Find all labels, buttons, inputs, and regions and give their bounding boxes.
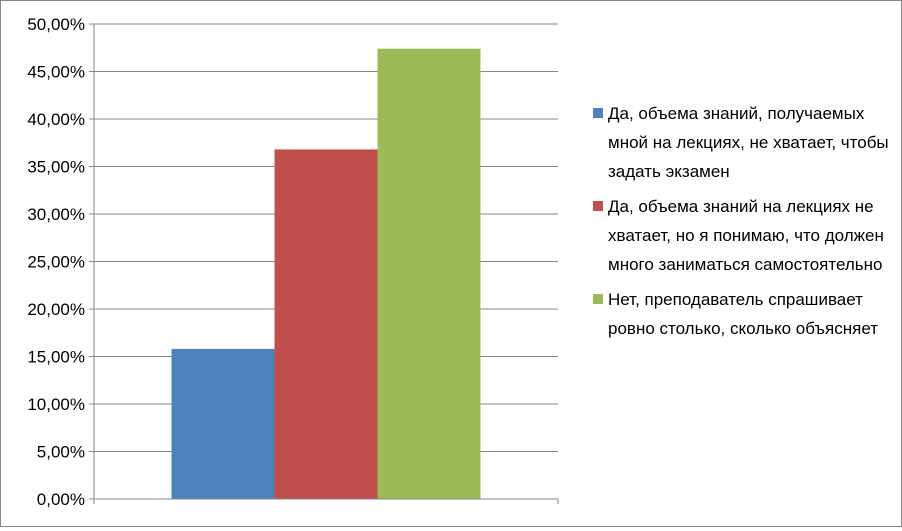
- bar-series-1: [171, 348, 275, 499]
- bar-series-2: [274, 149, 378, 499]
- y-tick-label-3: 15,00%: [27, 348, 85, 367]
- legend-item-1: Да, объема знаний, получаемых мной на ле…: [593, 99, 893, 186]
- y-tick-label-8: 40,00%: [27, 110, 85, 129]
- y-tick-label-10: 50,00%: [27, 15, 85, 34]
- y-tick-label-4: 20,00%: [27, 300, 85, 319]
- legend-label-2: Да, объема знаний на лекциях не хватает,…: [608, 197, 884, 274]
- y-tick-label-5: 25,00%: [27, 253, 85, 272]
- y-tick-label-9: 45,00%: [27, 63, 85, 82]
- y-tick-label-7: 35,00%: [27, 158, 85, 177]
- y-tick-label-2: 10,00%: [27, 395, 85, 414]
- legend-swatch-3: [593, 294, 603, 304]
- legend-item-2: Да, объема знаний на лекциях не хватает,…: [593, 192, 893, 279]
- chart-legend: Да, объема знаний, получаемых мной на ле…: [593, 99, 893, 349]
- y-tick-label-0: 0,00%: [37, 490, 85, 509]
- legend-label-3: Нет, преподаватель спрашивает ровно стол…: [608, 290, 879, 338]
- legend-item-3: Нет, преподаватель спрашивает ровно стол…: [593, 285, 893, 343]
- y-tick-label-1: 5,00%: [37, 443, 85, 462]
- y-tick-label-6: 30,00%: [27, 205, 85, 224]
- bar-series-3: [377, 48, 481, 499]
- legend-label-1: Да, объема знаний, получаемых мной на ле…: [608, 104, 889, 181]
- legend-swatch-1: [593, 108, 603, 118]
- legend-swatch-2: [593, 201, 603, 211]
